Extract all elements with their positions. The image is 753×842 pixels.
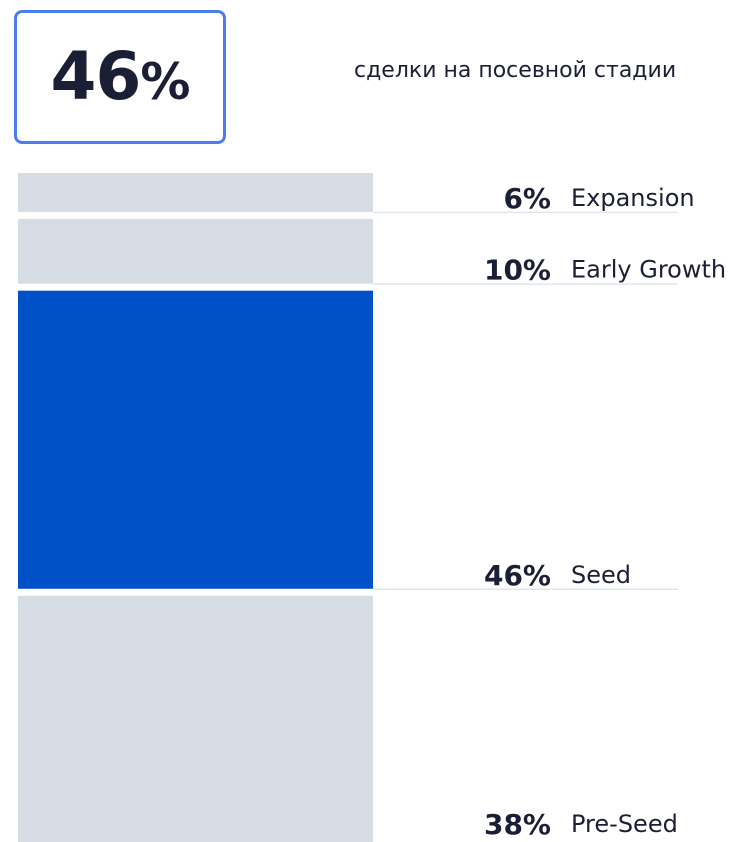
highlight-unit: % xyxy=(140,53,190,111)
bar-segment-pre-seed xyxy=(18,595,373,842)
highlight-caption: сделки на посевной стадии xyxy=(354,58,677,83)
value-label-early-growth: 10% xyxy=(484,254,551,287)
highlight-stat-box: 46% xyxy=(14,10,226,144)
value-label-seed: 46% xyxy=(484,559,551,592)
bar-segment-early-growth xyxy=(18,218,373,284)
category-label-early-growth: Early Growth xyxy=(571,256,726,284)
category-label-expansion: Expansion xyxy=(571,184,695,212)
bar-segment-seed xyxy=(18,290,373,589)
bar-segment-expansion xyxy=(18,173,373,212)
value-label-expansion: 6% xyxy=(503,182,551,215)
highlight-value: 46% xyxy=(50,38,191,115)
category-label-pre-seed: Pre-Seed xyxy=(571,810,678,838)
category-label-seed: Seed xyxy=(571,561,631,589)
value-label-pre-seed: 38% xyxy=(484,808,551,841)
